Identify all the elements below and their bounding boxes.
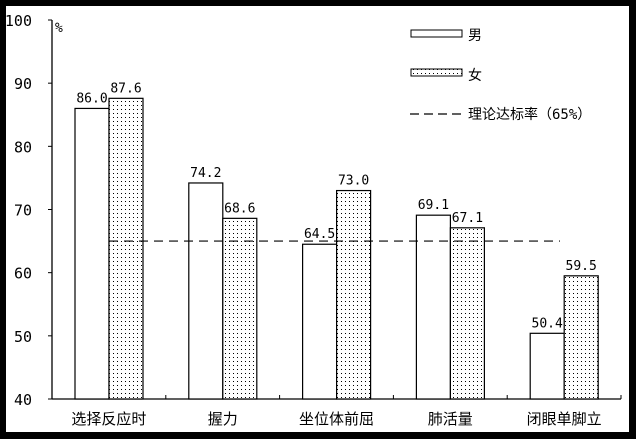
y-tick-label: 70	[14, 202, 32, 220]
y-tick-label: 60	[14, 265, 32, 283]
value-label-male: 64.5	[304, 227, 335, 242]
value-label-female: 73.0	[338, 174, 369, 189]
value-label-male: 74.2	[190, 166, 221, 181]
x-category-label: 肺活量	[428, 410, 473, 428]
value-label-male: 50.4	[532, 316, 563, 331]
legend-label-female: 女	[468, 67, 482, 84]
value-label-female: 59.5	[566, 259, 597, 274]
x-category-label: 闭眼单脚立	[527, 410, 602, 428]
bar-male	[74, 107, 110, 400]
bar-female	[449, 227, 485, 400]
bar-male	[415, 214, 451, 400]
bar-male	[302, 243, 338, 400]
x-category-label: 选择反应时	[71, 410, 146, 428]
bars	[74, 97, 599, 400]
legend-label-reference: 理论达标率（65%）	[468, 106, 591, 123]
bar-male	[529, 332, 565, 400]
y-tick-label: 80	[14, 138, 32, 156]
x-category-label: 坐位体前屈	[299, 410, 374, 428]
y-unit-label: %	[55, 21, 63, 36]
legend-swatch-female	[410, 68, 463, 77]
value-label-male: 69.1	[418, 198, 449, 213]
value-label-female: 67.1	[452, 211, 483, 226]
y-tick-label: 40	[14, 391, 32, 409]
bar-female	[222, 217, 258, 400]
value-label-female: 87.6	[110, 81, 141, 96]
legend-swatch-male	[410, 29, 463, 38]
y-tick-label: 90	[14, 75, 32, 93]
value-labels: 86.087.6 74.2 68.6 64.5 73.0 69.167.1 50.4 59.5	[76, 81, 597, 331]
value-label-female: 68.6	[224, 201, 255, 216]
legend-label-male: 男	[468, 28, 482, 44]
bar-male	[188, 182, 224, 400]
bar-female	[108, 97, 144, 400]
bar-female	[563, 275, 599, 400]
bar-female	[336, 189, 372, 400]
y-tick-label: 50	[14, 328, 32, 346]
axes: 40 50 60 70 80 90 100 % 选择反应时 握力 坐位体前屈 肺活量 闭眼单脚立	[5, 12, 622, 428]
x-category-label: 握力	[208, 410, 238, 428]
y-tick-label: 100	[5, 12, 32, 30]
value-label-male: 86.0	[76, 91, 107, 106]
